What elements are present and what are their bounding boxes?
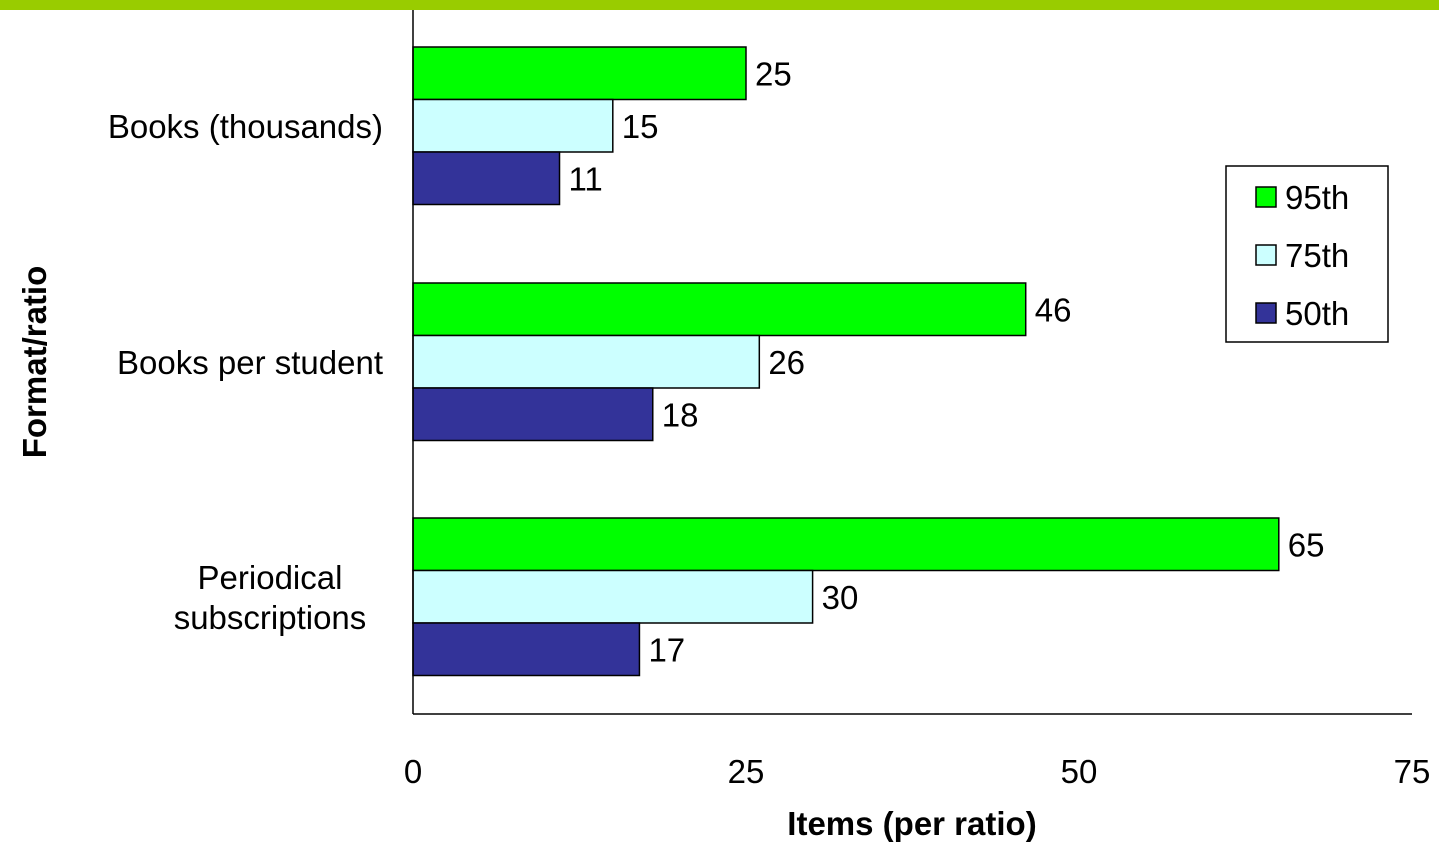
- data-label: 17: [648, 631, 685, 668]
- data-label: 46: [1035, 291, 1072, 328]
- category-label: Books (thousands): [108, 108, 383, 145]
- bar-95th-0: [412, 46, 747, 101]
- bar-50th-1: [412, 387, 654, 442]
- bar-75th-0: [412, 98, 614, 153]
- bar-50th-2: [412, 622, 641, 677]
- data-label: 65: [1288, 526, 1325, 563]
- data-label: 25: [755, 55, 792, 92]
- data-label: 11: [569, 160, 603, 197]
- data-label: 15: [622, 108, 659, 145]
- category-label: Books per student: [117, 344, 383, 381]
- legend-swatch-75th: [1255, 244, 1277, 266]
- x-tick-labels: 0 25 50 75: [404, 753, 1431, 790]
- y-axis-title: Format/ratio: [16, 266, 53, 459]
- legend: 95th 75th 50th: [1225, 165, 1389, 343]
- legend-swatch-95th: [1255, 186, 1277, 208]
- x-tick-label: 50: [1061, 753, 1098, 790]
- bar-50th-0: [412, 151, 561, 206]
- labels-layer: 25 15 11 46 26 18 65 30 17: [569, 55, 1325, 668]
- legend-label-75th: 75th: [1285, 237, 1349, 274]
- bars-layer: [412, 46, 1280, 677]
- legend-label-95th: 95th: [1285, 179, 1349, 216]
- top-accent-band: [0, 0, 1439, 10]
- x-tick-label: 75: [1394, 753, 1431, 790]
- category-label: Periodical: [198, 559, 343, 596]
- legend-box: [1225, 165, 1389, 343]
- legend-label-50th: 50th: [1285, 295, 1349, 332]
- data-label: 26: [768, 344, 805, 381]
- category-label: subscriptions: [174, 599, 367, 636]
- data-label: 30: [822, 579, 859, 616]
- x-tick-label: 0: [404, 753, 422, 790]
- bar-75th-1: [412, 334, 761, 389]
- bar-75th-2: [412, 569, 814, 624]
- legend-swatch-50th: [1255, 302, 1277, 324]
- category-labels: Books (thousands) Books per student Period…: [108, 108, 383, 636]
- data-label: 18: [662, 396, 699, 433]
- bar-95th-2: [412, 517, 1280, 572]
- bar-95th-1: [412, 282, 1027, 337]
- legend-items: 95th 75th 50th: [1255, 179, 1349, 332]
- x-axis-title: Items (per ratio): [787, 805, 1036, 842]
- x-tick-label: 25: [728, 753, 765, 790]
